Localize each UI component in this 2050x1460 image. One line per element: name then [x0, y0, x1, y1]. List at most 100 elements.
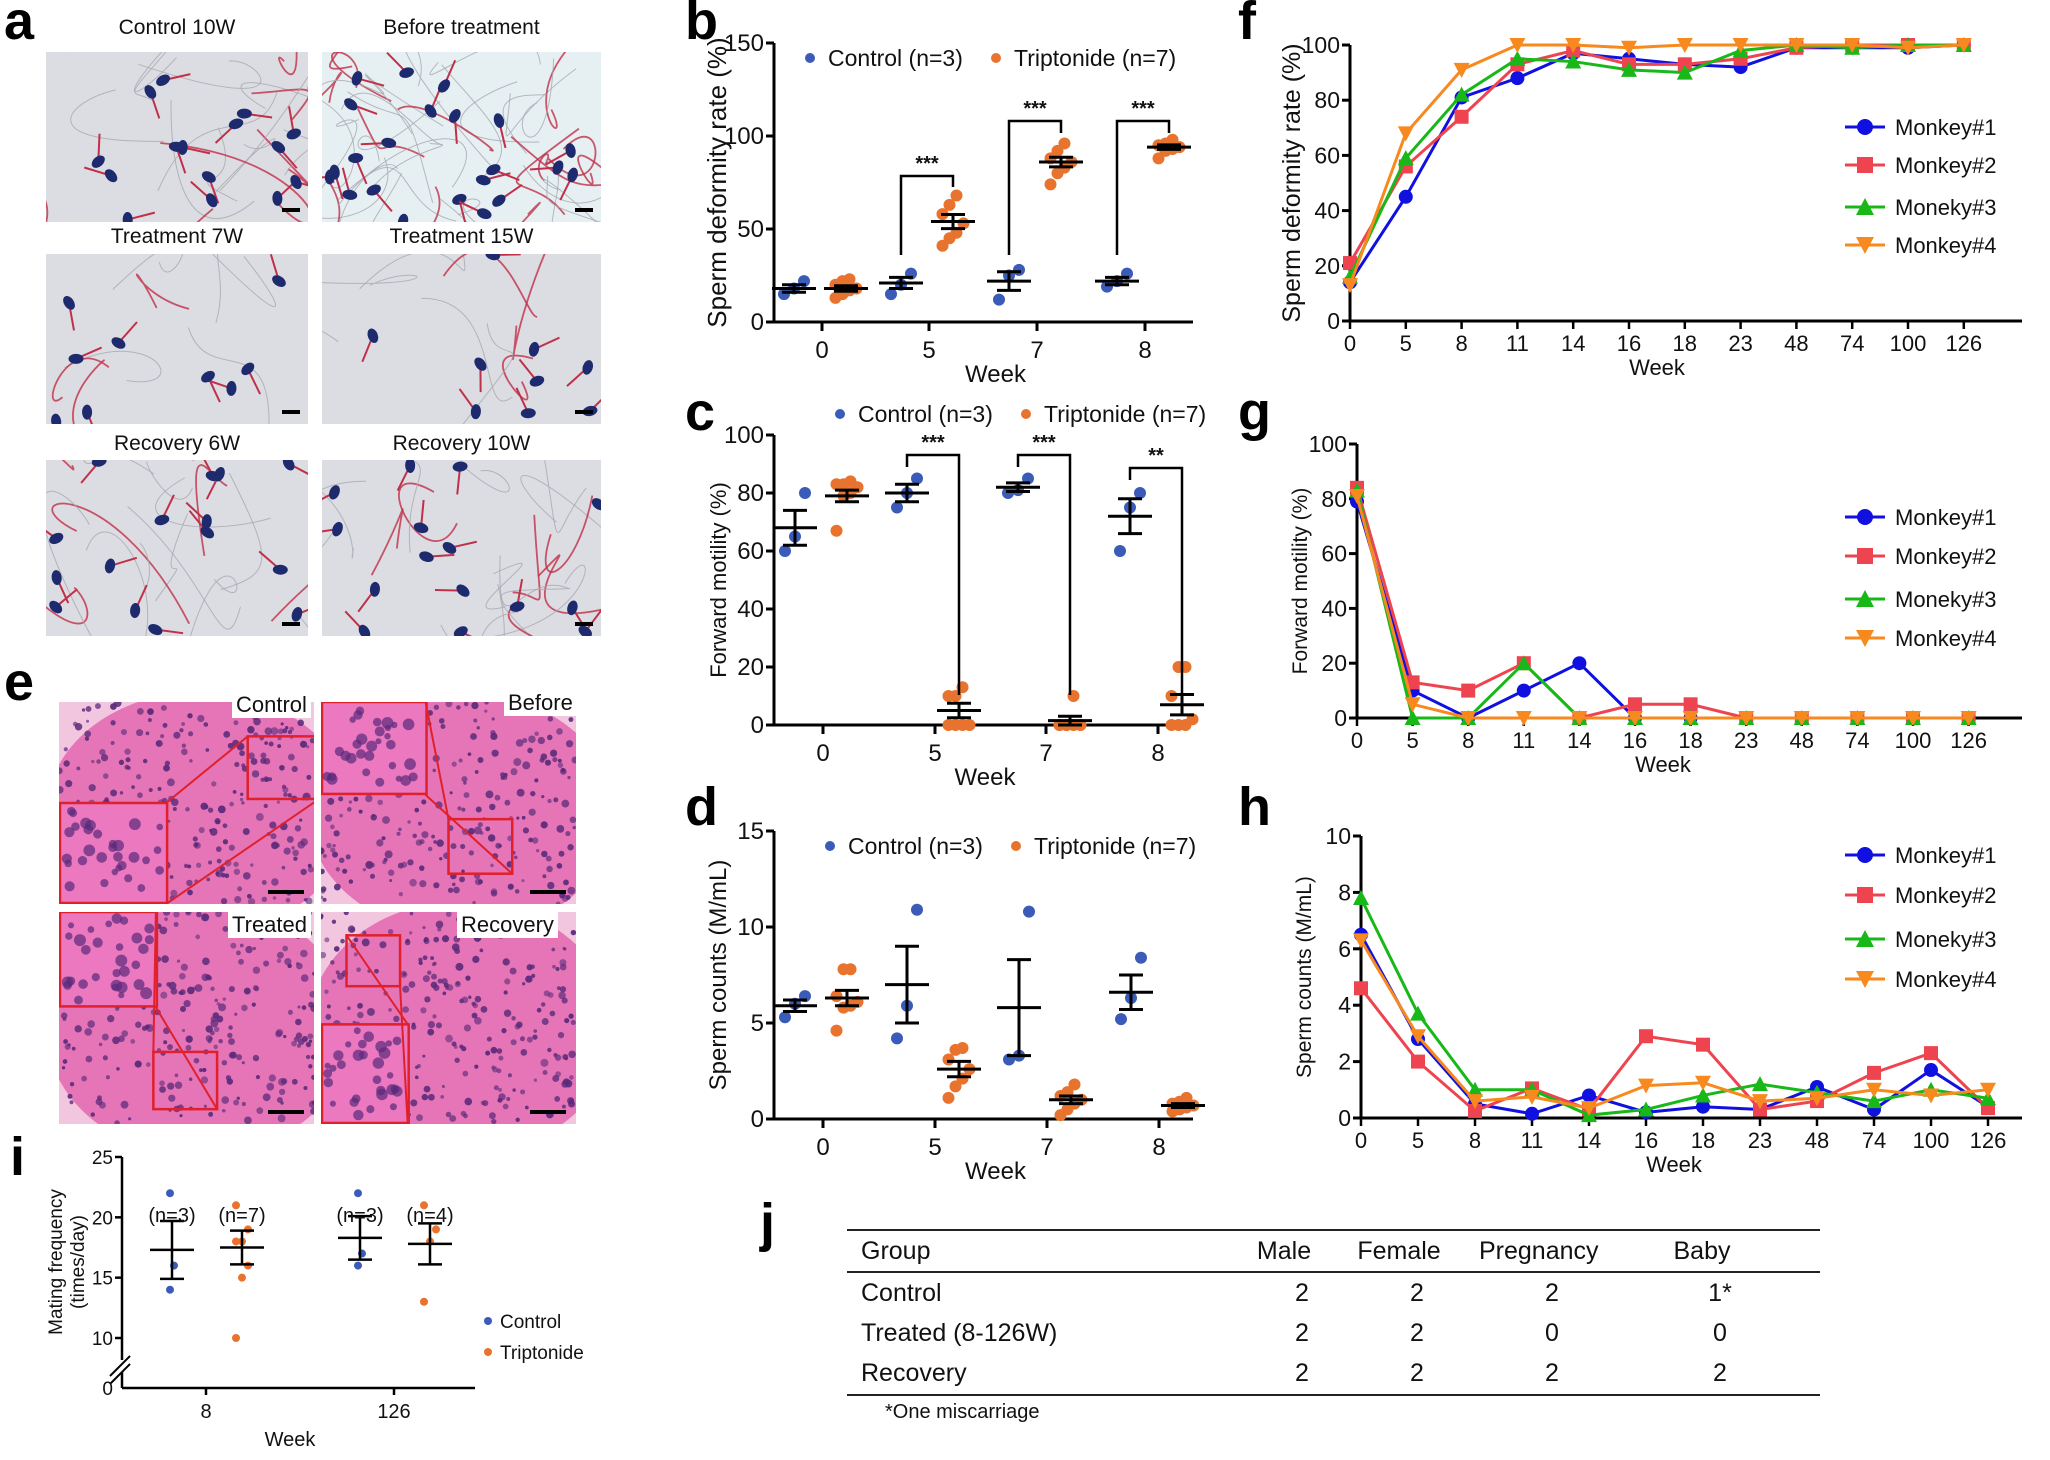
cell-nucleus: [387, 869, 395, 876]
sperm-tail: [46, 586, 89, 625]
cell-nucleus: [64, 859, 72, 868]
cell-nucleus: [431, 962, 436, 967]
cell-nucleus: [251, 770, 260, 778]
cell-nucleus: [402, 1006, 409, 1013]
cell-nucleus: [327, 797, 335, 805]
histology-label: Control: [232, 692, 311, 718]
cell-nucleus: [422, 975, 430, 983]
legend-label-triptonide: Triptonide (n=7): [1014, 45, 1176, 71]
sperm-head: [493, 113, 505, 128]
cell-nucleus: [227, 1032, 233, 1039]
cell-nucleus: [156, 823, 164, 831]
marker-triangle-down: [1866, 1082, 1882, 1098]
cell-nucleus: [161, 955, 169, 963]
sperm-tail: [544, 460, 587, 533]
cell-nucleus: [423, 1085, 431, 1093]
cell-nucleus: [333, 883, 341, 891]
cell-nucleus: [282, 786, 289, 793]
sperm-tail: [160, 142, 308, 222]
legend-marker-control: [825, 841, 835, 851]
cell-nucleus: [524, 1105, 529, 1110]
sperm-tail: [133, 52, 177, 92]
sperm-head: [358, 624, 371, 636]
cell-nucleus: [561, 1104, 566, 1109]
cell-nucleus: [263, 960, 270, 967]
cell-nucleus: [277, 1114, 286, 1123]
cell-nucleus: [427, 846, 433, 852]
sperm-tail: [507, 605, 534, 636]
cell-nucleus: [450, 843, 457, 850]
sperm-tail: [502, 93, 547, 154]
cell-nucleus: [409, 931, 413, 935]
cell-nucleus: [162, 912, 171, 916]
y-tick-label: 50: [737, 216, 764, 243]
y-tick-label: 6: [1338, 936, 1351, 962]
cell-nucleus: [284, 958, 292, 966]
sperm-tail: [537, 153, 550, 182]
series-line-monkey-4: [1348, 43, 1964, 286]
sperm-head: [63, 296, 75, 310]
inset-connector: [155, 1006, 218, 1110]
micrograph-title: Before treatment: [383, 16, 540, 39]
cell-nucleus: [381, 716, 394, 729]
marker-square: [1696, 1037, 1710, 1052]
cell-nucleus: [475, 806, 482, 813]
sperm-head: [51, 570, 62, 586]
marker-triangle-down: [1509, 38, 1526, 53]
cell-nucleus: [209, 828, 218, 836]
cell-nucleus: [247, 898, 256, 904]
marker-triangle-up: [1866, 1093, 1882, 1109]
cell-nucleus: [222, 997, 227, 1001]
cell-nucleus: [179, 1114, 183, 1118]
table-row-label: Recovery: [861, 1359, 967, 1387]
cell-nucleus: [131, 932, 143, 944]
cell-nucleus: [234, 761, 240, 768]
sperm-tail: [577, 154, 601, 185]
cell-nucleus: [476, 726, 480, 730]
cell-nucleus: [544, 759, 552, 766]
cell-nucleus: [59, 767, 63, 775]
cell-nucleus: [440, 724, 446, 730]
marker-triangle-up: [1638, 1101, 1654, 1117]
cell-nucleus: [556, 863, 563, 869]
sperm-head: [82, 404, 93, 420]
sperm-head: [567, 600, 578, 616]
cell-nucleus: [136, 729, 144, 737]
cell-nucleus: [61, 976, 74, 988]
sperm-tail: [219, 75, 308, 191]
cell-nucleus: [221, 1096, 230, 1104]
cell-nucleus: [188, 731, 194, 737]
sperm-tail: [545, 52, 567, 129]
cell-nucleus: [551, 947, 556, 952]
cell-nucleus: [561, 799, 570, 808]
micrograph-image: [322, 254, 601, 424]
cell-nucleus: [71, 1046, 76, 1051]
cell-nucleus: [205, 1025, 213, 1033]
cell-nucleus: [567, 775, 571, 780]
cell-nucleus: [547, 881, 555, 890]
cell-nucleus: [386, 739, 396, 750]
cell-nucleus: [260, 752, 267, 759]
cell-nucleus: [419, 880, 427, 888]
x-tick-label: 48: [1784, 331, 1808, 356]
cell-nucleus: [120, 728, 128, 736]
cell-nucleus: [441, 1084, 445, 1088]
x-axis-title: Week: [1635, 752, 1692, 777]
cell-nucleus: [431, 834, 436, 839]
sperm-head: [236, 108, 252, 119]
sperm-head: [272, 564, 288, 575]
cell-nucleus: [353, 710, 363, 720]
data-point: [942, 1053, 955, 1066]
data-point: [432, 1225, 440, 1234]
marker-square: [1683, 697, 1698, 712]
sperm-head: [226, 380, 237, 396]
cell-nucleus: [414, 807, 420, 813]
sperm-tail: [154, 513, 189, 602]
cell-nucleus: [297, 1005, 301, 1009]
cell-nucleus: [215, 871, 220, 876]
cell-nucleus: [276, 1097, 283, 1103]
scale-bar: [575, 410, 593, 414]
sperm-head: [397, 213, 409, 222]
cell-nucleus: [326, 773, 338, 785]
cell-nucleus: [84, 730, 92, 738]
